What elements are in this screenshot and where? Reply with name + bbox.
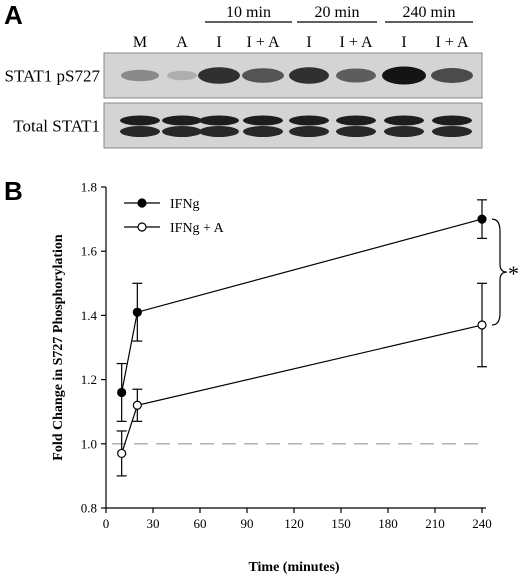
x-tick-label: 120 (284, 516, 304, 531)
lane-label: I + A (435, 34, 468, 51)
legend-label: IFNg (170, 197, 200, 212)
x-tick-label: 60 (194, 516, 207, 531)
lane-label: I (401, 34, 406, 51)
data-point (132, 307, 142, 317)
western-blots: STAT1 pS727 Total STAT1 (5, 52, 483, 149)
blot-band-upper (199, 115, 239, 126)
blot-row: STAT1 pS727 (5, 52, 483, 99)
panel-a-letter: A (4, 0, 23, 30)
blot-band (167, 70, 197, 81)
series-ifng-plus-a (116, 282, 487, 477)
data-point (477, 214, 487, 224)
blot-band-lower (162, 126, 202, 137)
lane-label: A (176, 34, 188, 51)
blot-band-lower (120, 126, 160, 137)
blot-band-upper (243, 115, 283, 126)
time-group-headers: 10 min 20 min 240 min (205, 4, 473, 23)
blot-band-lower (336, 126, 376, 137)
x-tick-label: 0 (103, 516, 110, 531)
x-tick-label: 90 (241, 516, 254, 531)
blot-band (198, 67, 240, 84)
blot-band-lower (432, 126, 472, 137)
lane-label: I (306, 34, 311, 51)
data-point (477, 320, 487, 330)
panel-b-letter: B (4, 176, 23, 206)
y-tick-label: 1.6 (81, 244, 98, 259)
x-tick-label: 150 (331, 516, 351, 531)
lane-label: I + A (246, 34, 279, 51)
blot-label: Total STAT1 (13, 117, 100, 136)
lane-labels: M A I I + A I I + A I I + A (133, 34, 469, 51)
blot-band (242, 68, 284, 83)
blot-label: STAT1 pS727 (5, 67, 101, 86)
y-tick-label: 1.0 (81, 436, 97, 451)
x-tick-label: 30 (147, 516, 160, 531)
y-tick-label: 1.8 (81, 180, 97, 195)
blot-band-upper (162, 115, 202, 126)
time-group-label: 240 min (403, 4, 456, 21)
blot-band (289, 67, 329, 84)
lane-label: I + A (339, 34, 372, 51)
blot-band-lower (384, 126, 424, 137)
blot-band-upper (336, 115, 376, 126)
y-tick-label: 1.4 (81, 308, 98, 323)
time-group-label: 10 min (226, 4, 271, 21)
legend-marker (137, 198, 147, 208)
significance-brace (491, 218, 508, 326)
y-tick-label: 0.8 (81, 501, 97, 516)
x-ticks: 0 30 60 90 120 150 180 210 240 (103, 508, 492, 531)
legend-label: IFNg + A (170, 221, 225, 236)
lane-label: I (216, 34, 221, 51)
x-axis-title: Time (minutes) (248, 560, 339, 575)
data-point (132, 400, 142, 410)
blot-band-upper (120, 115, 160, 126)
legend-marker (137, 222, 147, 232)
data-point (117, 387, 127, 398)
x-tick-label: 180 (378, 516, 398, 531)
line-chart: 0 30 60 90 120 150 180 210 240 0.8 1.0 1.2 1.4 1.6 1.… (51, 180, 519, 576)
blot-row: Total STAT1 (13, 102, 483, 149)
blot-band (382, 66, 426, 85)
y-tick-label: 1.2 (81, 372, 97, 387)
blot-band-lower (243, 126, 283, 137)
series-layer (116, 199, 487, 477)
blot-band (121, 69, 159, 82)
legend: IFNg IFNg + A (124, 197, 225, 236)
blot-membrane (103, 102, 483, 149)
blot-band-lower (199, 126, 239, 137)
blot-band (336, 68, 376, 83)
x-tick-label: 240 (472, 516, 492, 531)
blot-band-upper (384, 115, 424, 126)
data-point (117, 448, 127, 459)
blot-band-upper (289, 115, 329, 126)
blot-band (431, 68, 473, 83)
y-ticks: 0.8 1.0 1.2 1.4 1.6 1.8 (81, 180, 106, 516)
significance-asterisk: * (508, 261, 519, 286)
series-ifng (116, 199, 487, 422)
x-tick-label: 210 (425, 516, 445, 531)
series-line (121, 324, 483, 454)
time-group-label: 20 min (315, 4, 360, 21)
blot-band-upper (432, 115, 472, 126)
y-axis-title: Fold Change in S727 Phosphorylation (51, 234, 66, 461)
blot-band-lower (289, 126, 329, 137)
lane-label: M (133, 34, 147, 51)
